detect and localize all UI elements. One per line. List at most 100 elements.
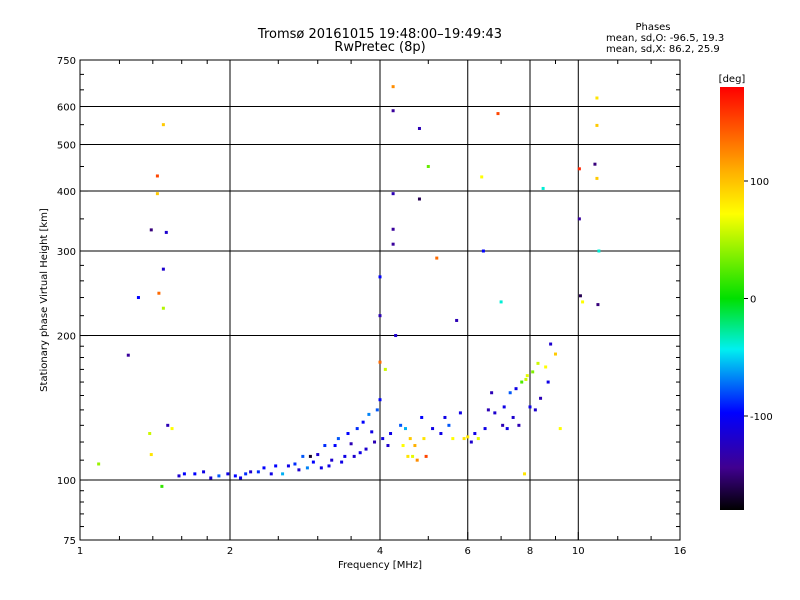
data-point (346, 432, 350, 436)
data-point (466, 435, 470, 439)
data-point (544, 365, 548, 369)
data-point (401, 444, 405, 448)
data-point (417, 197, 421, 201)
data-point (327, 464, 331, 468)
data-point (391, 109, 395, 113)
x-tick-label: 6 (465, 546, 471, 557)
data-point (375, 408, 379, 412)
data-point (517, 423, 521, 427)
data-point (483, 427, 487, 431)
data-point (531, 370, 535, 374)
y-tick-label: 750 (57, 56, 76, 67)
data-point (514, 387, 518, 391)
data-point (391, 192, 395, 196)
data-point (244, 472, 248, 476)
data-point (126, 353, 130, 357)
data-point (249, 470, 253, 474)
phase-stats: Phases mean, sd,O: -96.5, 19.3 mean, sd,… (606, 22, 725, 55)
chart-subtitle: RwPretec (8p) (334, 40, 426, 55)
data-point (502, 405, 506, 409)
data-point (501, 423, 505, 427)
data-point (493, 411, 497, 415)
data-point (386, 444, 390, 448)
data-point (499, 300, 503, 304)
data-point (330, 458, 334, 462)
data-point (383, 367, 387, 371)
data-point (413, 444, 417, 448)
phase-x-stats: mean, sd,X: 86.2, 25.9 (606, 44, 720, 55)
x-tick-label: 16 (674, 546, 687, 557)
data-point (293, 462, 297, 466)
data-point (577, 167, 581, 171)
data-point (323, 444, 327, 448)
data-point (458, 411, 462, 415)
data-point (361, 420, 365, 424)
data-point (378, 398, 382, 402)
data-point (349, 442, 353, 446)
data-point (481, 249, 485, 253)
data-point (426, 164, 430, 168)
data-point (256, 470, 260, 474)
data-point (490, 391, 494, 395)
data-point (417, 126, 421, 130)
data-point (447, 423, 451, 427)
colorbar-label: [deg] (719, 74, 746, 85)
data-point (525, 374, 529, 378)
x-tick-label: 4 (377, 546, 383, 557)
data-point (415, 458, 419, 462)
y-tick-label: 75 (63, 536, 76, 547)
phase-o-stats: mean, sd,O: -96.5, 19.3 (606, 33, 725, 44)
data-point (595, 123, 599, 127)
data-point (308, 454, 312, 458)
data-point (364, 447, 368, 451)
data-point (533, 408, 537, 412)
phase-heading: Phases (635, 22, 671, 33)
data-point (367, 412, 371, 416)
data-point (233, 474, 237, 478)
data-point (226, 472, 230, 476)
y-tick-label: 100 (57, 476, 76, 487)
data-point (411, 454, 415, 458)
x-tick-label: 1 (77, 546, 83, 557)
data-point (536, 361, 540, 365)
data-point (476, 437, 480, 441)
grid-lines (80, 60, 680, 540)
data-point (352, 454, 356, 458)
data-point (177, 474, 181, 478)
data-point (505, 427, 509, 431)
data-point (577, 217, 581, 221)
data-point (358, 451, 362, 455)
data-point (274, 464, 278, 468)
data-point (161, 306, 165, 310)
data-point (193, 472, 197, 476)
data-point (286, 464, 290, 468)
data-point (155, 174, 159, 178)
data-point (155, 192, 159, 196)
data-point (343, 454, 347, 458)
data-point (149, 453, 153, 457)
data-point (546, 380, 550, 384)
data-point (311, 460, 315, 464)
data-point (528, 405, 532, 409)
x-tick-label: 10 (572, 546, 585, 557)
data-point (422, 437, 426, 441)
data-point (511, 415, 515, 419)
axis-ticks (79, 59, 681, 541)
data-point (593, 162, 597, 166)
data-point (451, 437, 455, 441)
data-point (391, 242, 395, 246)
chart-title: Tromsø 20161015 19:48:00–19:49:43 (257, 27, 503, 42)
data-point (391, 227, 395, 231)
data-point (408, 437, 412, 441)
data-point (595, 96, 599, 100)
data-point (166, 423, 170, 427)
data-point (435, 256, 439, 260)
data-point (399, 423, 403, 427)
colorbar-ticks: 100 0 -100 (744, 177, 773, 423)
data-point (524, 377, 528, 381)
colorbar-tick-label: -100 (750, 412, 773, 423)
data-point (597, 249, 601, 253)
data-point (443, 415, 447, 419)
data-point (157, 291, 161, 295)
